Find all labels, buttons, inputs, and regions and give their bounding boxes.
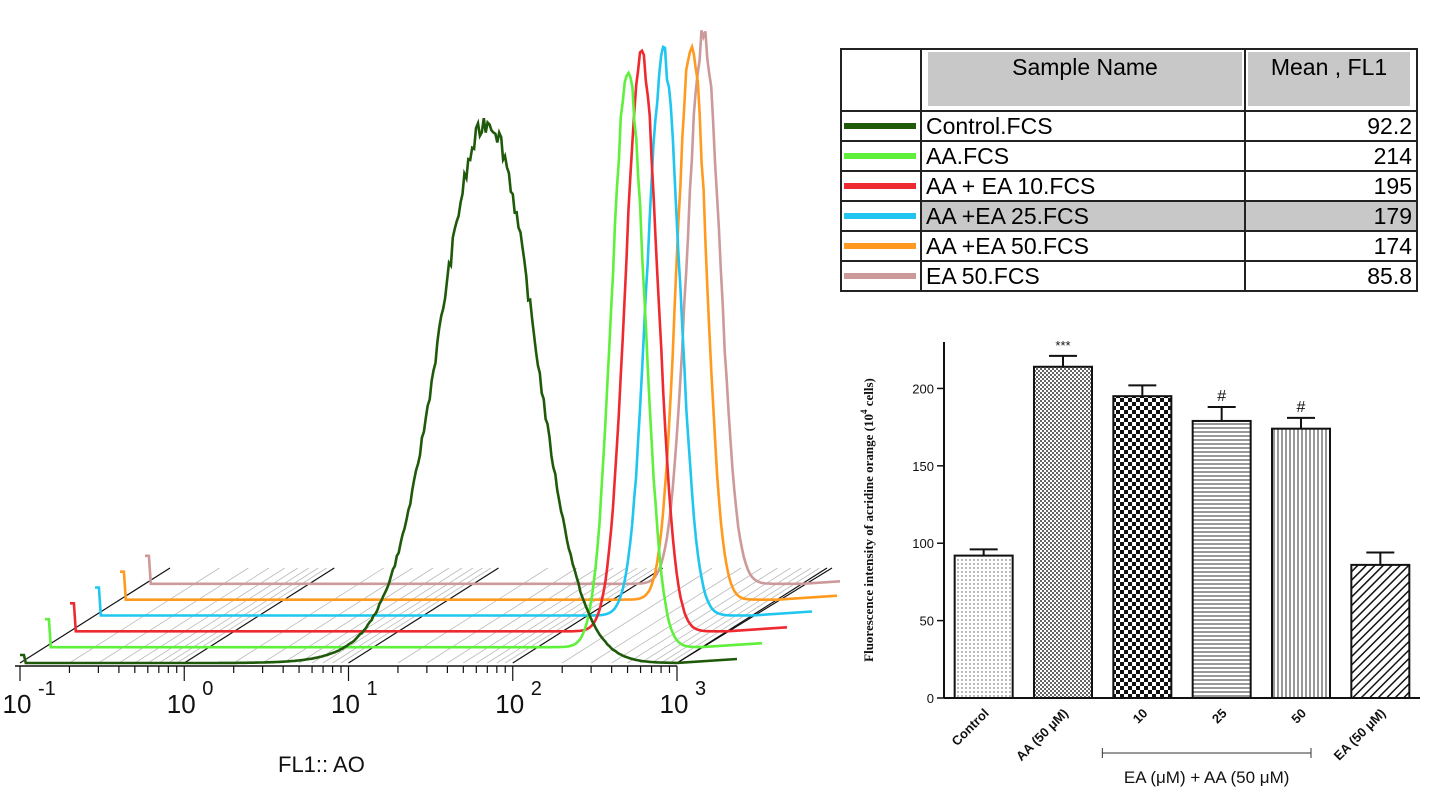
table-row: AA + EA 10.FCS 195 xyxy=(840,170,1418,202)
sample-name-cell: Control.FCS xyxy=(920,110,1246,142)
sample-name-cell: AA +EA 25.FCS xyxy=(920,200,1246,232)
sample-legend-table: Sample Name Mean , FL1 Control.FCS 92.2 AA… xyxy=(840,48,1418,292)
table-row: Control.FCS 92.2 xyxy=(840,110,1418,142)
bar-y-label-main: Fluorescence intensity of acridine orang… xyxy=(861,414,876,662)
histogram-curve-4 xyxy=(120,42,838,601)
bar-y-label-end: cells) xyxy=(861,378,876,409)
legend-swatch-cell xyxy=(840,230,922,262)
bar-5 xyxy=(1350,563,1411,699)
sample-name-cell: EA 50.FCS xyxy=(920,260,1246,292)
mean-value-cell: 92.2 xyxy=(1244,110,1418,142)
flow-x-tick-label: 10 xyxy=(660,689,689,719)
legend-swatch xyxy=(844,243,916,249)
flow-cytometry-histogram: 10 -1 10 0 10 1 10 2 10 3 xyxy=(3,29,840,719)
mean-value-cell: 195 xyxy=(1244,170,1418,202)
flow-x-tick-label: 10 xyxy=(331,689,360,719)
table-header-sample-name: Sample Name xyxy=(920,48,1246,112)
legend-swatch xyxy=(844,213,916,219)
legend-swatch xyxy=(844,273,916,279)
significance-label-4: # xyxy=(1297,399,1306,416)
bar-y-tick-label: 50 xyxy=(920,614,934,629)
group-label: EA (μM) + AA (50 μM) xyxy=(1124,768,1290,787)
bar-y-tick-label: 100 xyxy=(912,536,934,551)
grid-minor-line xyxy=(590,567,742,664)
flow-x-axis-label: FL1:: AO xyxy=(278,752,365,777)
flow-x-tick-exponent: -1 xyxy=(38,678,56,700)
table-row: AA.FCS 214 xyxy=(840,140,1418,172)
legend-swatch-cell xyxy=(840,170,922,202)
legend-swatch xyxy=(844,123,916,129)
table-row: AA +EA 50.FCS 174 xyxy=(840,230,1418,262)
bar-category-label-3: 25 xyxy=(1209,706,1230,727)
grid-minor-line xyxy=(627,567,778,664)
bar-2 xyxy=(1112,395,1173,699)
mean-value-cell: 85.8 xyxy=(1244,260,1418,292)
bar-y-axis-label: Fluorescence intensity of acridine orang… xyxy=(859,378,876,662)
legend-swatch-cell xyxy=(840,200,922,232)
flow-x-tick-exponent: 0 xyxy=(202,678,213,700)
bar-category-label-4: 50 xyxy=(1288,706,1309,727)
bar-category-label-2: 10 xyxy=(1130,706,1151,727)
bar-category-label-0: Control xyxy=(948,706,991,749)
table-header-row: Sample Name Mean , FL1 xyxy=(840,48,1418,112)
bar-1 xyxy=(1033,365,1093,699)
bar-y-tick-label: 0 xyxy=(927,691,934,706)
table-header-mean: Mean , FL1 xyxy=(1244,48,1418,112)
table-header-empty xyxy=(840,48,922,112)
flow-x-tick-exponent: 1 xyxy=(367,678,378,700)
mean-value-cell: 174 xyxy=(1244,230,1418,262)
bar-0 xyxy=(953,554,1014,699)
legend-swatch-cell xyxy=(840,140,922,172)
legend-swatch xyxy=(844,153,916,159)
histogram-curve-0 xyxy=(20,118,738,665)
grid-minor-line xyxy=(561,567,713,664)
mean-value-cell: 179 xyxy=(1244,200,1418,232)
bar-4 xyxy=(1271,427,1331,700)
flow-x-tick-label: 10 xyxy=(495,689,524,719)
sample-name-cell: AA.FCS xyxy=(920,140,1246,172)
bar-y-label-sup: 4 xyxy=(859,409,869,414)
significance-label-3: # xyxy=(1217,388,1226,405)
bar-3 xyxy=(1191,419,1252,700)
grid-decade-line xyxy=(19,567,171,664)
bar-y-tick-label: 200 xyxy=(912,381,934,396)
legend-swatch-cell xyxy=(840,110,922,142)
flow-x-tick-label: 10 xyxy=(167,689,196,719)
flow-x-tick-exponent: 2 xyxy=(531,678,542,700)
table-row: EA 50.FCS 85.8 xyxy=(840,260,1418,292)
histogram-curve-2 xyxy=(70,48,788,633)
bar-category-label-5: EA (50 μM) xyxy=(1331,706,1389,764)
flow-x-tick-exponent: 3 xyxy=(695,678,706,700)
significance-label-1: *** xyxy=(1055,338,1070,353)
bar-chart: 0 50 100 150 200 Fluorescence intensity of ac… xyxy=(859,338,1420,787)
flow-x-tick-label: 10 xyxy=(3,689,32,719)
mean-value-cell: 214 xyxy=(1244,140,1418,172)
table-row: AA +EA 25.FCS 179 xyxy=(840,200,1418,232)
histogram-curve-5 xyxy=(145,29,840,586)
histogram-curve-3 xyxy=(95,44,813,617)
legend-swatch xyxy=(844,183,916,189)
legend-swatch-cell xyxy=(840,260,922,292)
sample-name-cell: AA +EA 50.FCS xyxy=(920,230,1246,262)
bar-category-label-1: AA (50 μM) xyxy=(1013,706,1071,764)
sample-name-cell: AA + EA 10.FCS xyxy=(920,170,1246,202)
histogram-curve-1 xyxy=(45,70,763,649)
bar-y-tick-label: 150 xyxy=(912,459,934,474)
